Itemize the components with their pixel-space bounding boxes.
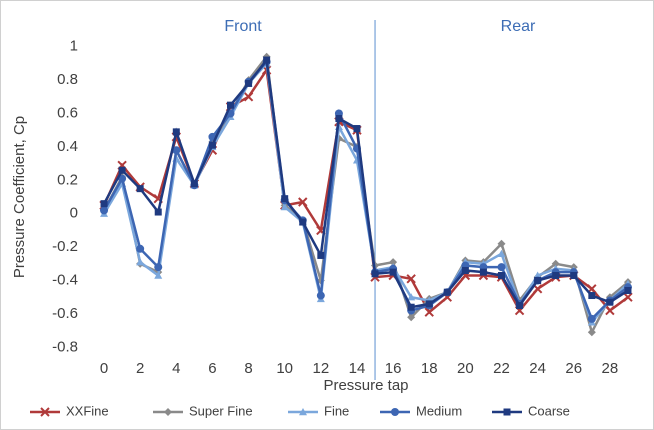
legend-label: Fine [324,403,349,418]
x-tick-label: 2 [136,360,144,377]
marker [353,125,361,133]
legend-label: Super Fine [189,403,253,418]
marker [298,197,308,207]
marker [606,298,614,306]
marker [208,141,216,149]
marker [534,277,542,284]
x-tick-label: 16 [385,360,402,377]
y-tick-label: 1 [70,38,78,55]
annotation: Rear [501,18,536,35]
marker [551,259,560,268]
marker [40,407,50,417]
marker [281,195,289,203]
marker [425,300,433,308]
marker [588,292,596,300]
marker [623,292,633,302]
legend-label: XXFine [66,403,109,418]
x-tick-label: 8 [244,360,252,377]
marker [503,408,511,416]
marker [479,268,487,276]
y-tick-label: 0.8 [57,71,78,88]
marker [587,328,596,337]
marker [497,239,506,248]
marker [100,206,109,215]
marker [172,128,180,136]
marker [243,92,254,102]
x-tick-label: 12 [312,360,329,377]
marker [570,271,578,279]
x-tick-label: 14 [349,360,366,377]
y-tick-label: 0 [70,205,78,222]
marker [299,218,307,226]
x-tick-label: 18 [421,360,438,377]
marker [316,291,325,300]
marker [154,263,163,272]
x-tick-label: 22 [493,360,510,377]
marker [299,408,307,416]
y-tick-label: 0.4 [57,138,78,155]
marker [497,249,506,257]
marker [624,287,632,295]
marker [280,203,289,211]
marker [164,408,172,416]
marker [533,271,542,279]
marker [424,307,434,317]
marker [136,244,145,253]
marker [407,303,415,311]
marker [118,166,126,174]
marker [335,115,343,123]
marker [136,185,144,193]
marker [552,271,560,279]
marker [391,408,399,416]
marker [605,305,615,316]
marker [100,200,108,208]
marker [154,271,163,279]
marker [154,208,162,216]
y-axis-title: Pressure Coefficient, Cp [11,116,28,278]
legend-label: Medium [416,403,462,418]
marker [136,258,145,266]
marker [118,174,127,183]
x-tick-label: 28 [602,360,619,377]
x-tick-label: 24 [529,360,546,377]
y-tick-label: 0.6 [57,104,78,121]
y-tick-label: -0.6 [52,305,78,322]
marker [461,266,469,274]
x-axis-title: Pressure tap [323,377,408,394]
marker [498,271,505,279]
x-tick-label: 20 [457,360,474,377]
marker [245,79,253,87]
y-tick-label: -0.2 [52,238,78,255]
marker [406,274,416,284]
x-tick-label: 4 [172,360,180,377]
legend-label: Coarse [528,403,570,418]
marker [516,302,524,310]
marker [587,314,596,323]
x-tick-label: 0 [100,360,108,377]
marker [407,293,416,301]
marker [389,258,398,267]
marker [227,101,234,109]
marker [190,180,198,188]
marker [497,263,506,272]
x-tick-label: 26 [565,360,582,377]
marker [371,270,379,278]
y-tick-label: 0.2 [57,171,78,188]
marker [407,313,416,322]
y-tick-label: -0.4 [52,271,78,288]
marker [389,268,397,276]
x-tick-label: 10 [276,360,293,377]
annotation: Front [224,18,262,35]
y-tick-label: -0.8 [52,338,78,355]
x-tick-label: 6 [208,360,216,377]
marker [172,146,181,155]
marker [443,288,451,296]
marker [317,251,325,259]
marker [263,56,271,64]
